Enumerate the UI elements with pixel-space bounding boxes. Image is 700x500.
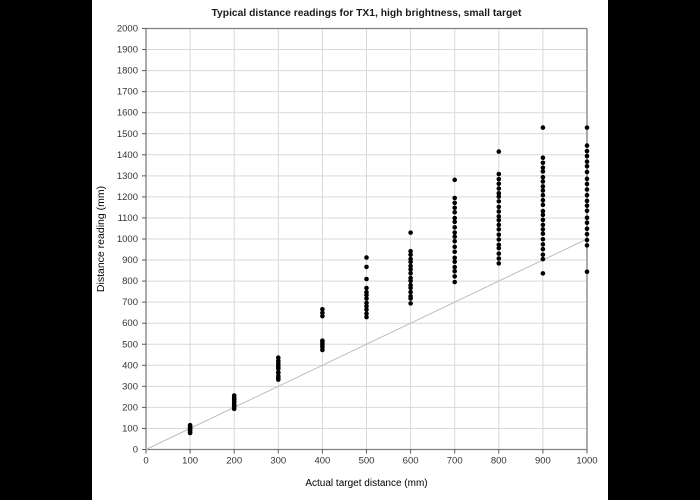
svg-text:200: 200 xyxy=(122,402,138,413)
svg-text:900: 900 xyxy=(535,456,551,467)
svg-text:1000: 1000 xyxy=(576,456,597,467)
svg-text:500: 500 xyxy=(359,456,375,467)
svg-text:600: 600 xyxy=(403,456,419,467)
svg-text:200: 200 xyxy=(226,456,242,467)
svg-text:400: 400 xyxy=(122,360,138,371)
svg-text:100: 100 xyxy=(182,456,198,467)
svg-text:800: 800 xyxy=(491,456,507,467)
svg-text:100: 100 xyxy=(122,423,138,434)
svg-text:400: 400 xyxy=(314,456,330,467)
svg-text:2000: 2000 xyxy=(117,24,138,35)
svg-text:1700: 1700 xyxy=(117,87,138,98)
svg-text:700: 700 xyxy=(122,297,138,308)
svg-text:600: 600 xyxy=(122,318,138,329)
svg-text:Actual target distance (mm): Actual target distance (mm) xyxy=(305,478,427,489)
svg-text:300: 300 xyxy=(270,456,286,467)
svg-text:1100: 1100 xyxy=(118,213,138,224)
svg-text:1200: 1200 xyxy=(117,192,138,203)
svg-text:0: 0 xyxy=(133,445,138,456)
svg-text:800: 800 xyxy=(122,276,138,287)
svg-text:1300: 1300 xyxy=(117,171,138,182)
svg-text:1800: 1800 xyxy=(117,66,138,77)
svg-text:1900: 1900 xyxy=(117,45,138,56)
svg-text:1500: 1500 xyxy=(117,129,138,140)
svg-text:Distance reading (mm): Distance reading (mm) xyxy=(95,186,107,292)
svg-text:1000: 1000 xyxy=(117,234,138,245)
svg-text:0: 0 xyxy=(143,456,148,467)
svg-text:300: 300 xyxy=(122,381,138,392)
svg-text:1400: 1400 xyxy=(117,150,138,161)
svg-text:900: 900 xyxy=(122,255,138,266)
svg-text:700: 700 xyxy=(447,456,463,467)
svg-text:1600: 1600 xyxy=(117,108,138,119)
svg-text:500: 500 xyxy=(122,339,138,350)
